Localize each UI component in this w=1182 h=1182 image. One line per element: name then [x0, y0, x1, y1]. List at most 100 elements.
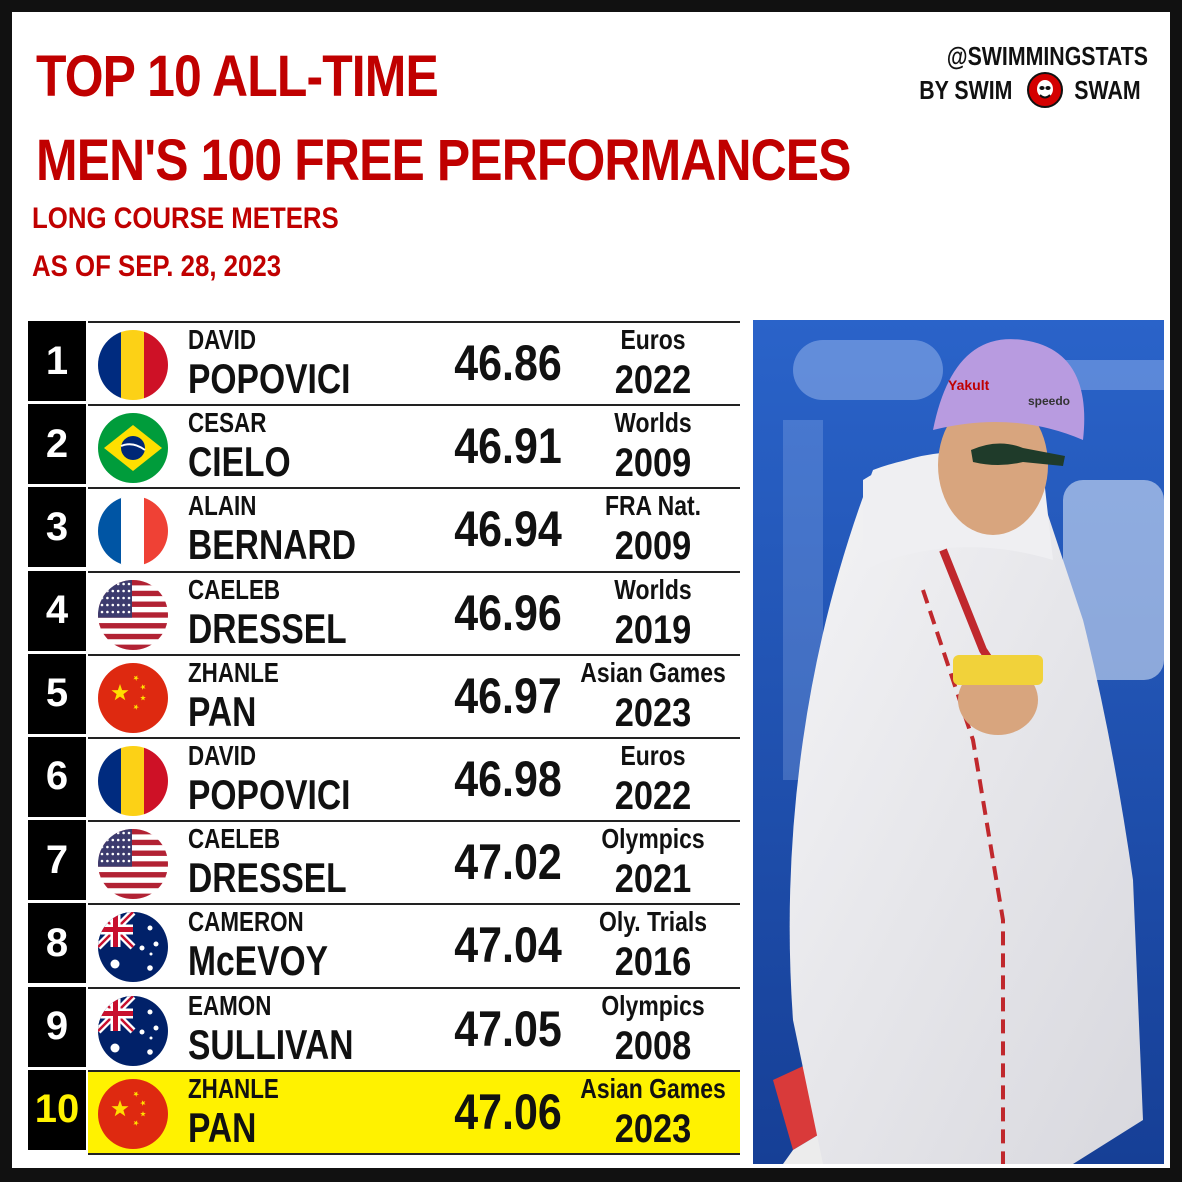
swimmer-first-name: DAVID	[188, 739, 257, 771]
meet-year: 2023	[614, 1106, 692, 1151]
table-row: 10 ZHANLE PAN 47.06 Asian Games 2023	[28, 1069, 740, 1153]
swim-time: 46.97	[454, 667, 562, 724]
row-body: ZHANLE PAN 46.97 Asian Games 2023	[88, 653, 740, 737]
rank-badge: 6	[28, 736, 86, 817]
swimmer-last-name: POPOVICI	[188, 770, 351, 818]
rank-badge: 1	[28, 321, 86, 401]
swimswam-logo-icon	[1027, 72, 1064, 108]
romania-flag-icon	[98, 330, 168, 400]
subtitle-date: AS OF SEP. 28, 2023	[32, 250, 282, 283]
table-row: 6 DAVID POPOVICI 46.98 Euros 2022	[28, 736, 740, 820]
meet-year: 2009	[614, 524, 692, 569]
france-flag-icon	[98, 496, 168, 567]
swim-time: 47.06	[454, 1083, 562, 1140]
meet-name: Asian Games	[580, 1072, 726, 1104]
meet-year: 2016	[614, 940, 692, 985]
cap-brand-text: speedo	[1028, 394, 1070, 408]
rank-badge: 8	[28, 903, 86, 984]
row-body: CAMERON McEVOY 47.04 Oly. Trials 2016	[88, 903, 740, 986]
row-body: CESAR CIELO 46.91 Worlds 2009	[88, 404, 740, 487]
swimmer-first-name: CAELEB	[188, 573, 281, 605]
cap-sponsor-text: Yakult	[948, 377, 990, 393]
swim-time: 46.96	[454, 584, 562, 641]
swimmer-last-name: McEVOY	[188, 937, 329, 985]
meet-year: 2008	[614, 1023, 692, 1068]
meet-year: 2021	[614, 857, 692, 902]
meet-name: Asian Games	[580, 656, 726, 688]
table-row: 3 ALAIN BERNARD 46.94 FRA Nat. 2009	[28, 487, 740, 570]
swimmer-last-name: SULLIVAN	[188, 1020, 354, 1068]
rank-badge: 9	[28, 986, 86, 1067]
swimmer-first-name: DAVID	[188, 324, 257, 355]
swimmer-first-name: EAMON	[188, 989, 272, 1021]
rank-badge: 10	[28, 1069, 86, 1150]
usa-flag-icon	[98, 829, 168, 900]
brand-block: @SWIMMINGSTATS BY SWIM SWAM	[888, 40, 1148, 108]
swim-time: 47.05	[454, 1000, 562, 1057]
swimmer-first-name: ZHANLE	[188, 1072, 279, 1104]
swim-time: 47.04	[454, 917, 562, 974]
rankings-table: 1 DAVID POPOVICI 46.86 Euros 2022 2 CESA…	[28, 321, 740, 1155]
meet-year: 2009	[614, 441, 692, 486]
romania-flag-icon	[98, 745, 168, 816]
meet-name: Euros	[620, 739, 686, 771]
meet-year: 2023	[614, 690, 692, 735]
rank-badge: 7	[28, 820, 86, 901]
swimmer-last-name: CIELO	[188, 438, 291, 486]
table-row: 5 ZHANLE PAN 46.97 Asian Games 2023	[28, 653, 740, 737]
subtitle-course: LONG COURSE METERS	[32, 202, 339, 235]
brand-byline: BY SWIM SWAM	[888, 72, 1148, 108]
swim-time: 46.98	[454, 750, 562, 807]
meet-name: Olympics	[601, 823, 705, 855]
meet-name: Euros	[620, 324, 686, 355]
table-row: 1 DAVID POPOVICI 46.86 Euros 2022	[28, 321, 740, 404]
row-body: DAVID POPOVICI 46.86 Euros 2022	[88, 321, 740, 404]
graphic-card: TOP 10 ALL-TIME MEN'S 100 FREE PERFORMAN…	[12, 12, 1170, 1168]
table-row: 4 CAELEB DRESSEL 46.96 Worlds 2019	[28, 570, 740, 654]
brand-by-left: BY SWIM	[919, 75, 1013, 105]
row-body: ZHANLE PAN 47.06 Asian Games 2023	[88, 1069, 740, 1153]
meet-name: Oly. Trials	[598, 906, 708, 938]
row-body: ALAIN BERNARD 46.94 FRA Nat. 2009	[88, 487, 740, 570]
meet-name: FRA Nat.	[604, 490, 702, 522]
swim-time: 46.91	[454, 418, 562, 475]
meet-name: Worlds	[614, 407, 692, 439]
china-flag-icon	[98, 1078, 168, 1149]
usa-flag-icon	[98, 579, 168, 650]
title-line-2: MEN'S 100 FREE PERFORMANCES	[36, 128, 851, 193]
table-row: 2 CESAR CIELO 46.91 Worlds 2009	[28, 404, 740, 487]
swimmer-last-name: DRESSEL	[188, 854, 347, 902]
swimmer-first-name: CAMERON	[188, 906, 304, 938]
table-row: 7 CAELEB DRESSEL 47.02 Olympics 2021	[28, 820, 740, 903]
brazil-flag-icon	[98, 413, 168, 484]
title-line-1: TOP 10 ALL-TIME	[36, 44, 439, 109]
swimmer-last-name: BERNARD	[188, 521, 356, 569]
row-body: EAMON SULLIVAN 47.05 Olympics 2008	[88, 986, 740, 1070]
swimmer-last-name: PAN	[188, 687, 257, 735]
row-body: CAELEB DRESSEL 46.96 Worlds 2019	[88, 570, 740, 654]
meet-year: 2022	[614, 773, 692, 818]
row-body: CAELEB DRESSEL 47.02 Olympics 2021	[88, 820, 740, 903]
swimmer-first-name: ZHANLE	[188, 656, 279, 688]
swim-time: 46.86	[454, 335, 562, 391]
rank-badge: 2	[28, 404, 86, 485]
row-body: DAVID POPOVICI 46.98 Euros 2022	[88, 736, 740, 820]
swim-time: 47.02	[454, 834, 562, 891]
table-row: 9 EAMON SULLIVAN 47.05 Olympics 2008	[28, 986, 740, 1070]
swimmer-last-name: POPOVICI	[188, 355, 351, 402]
rank-badge: 3	[28, 487, 86, 568]
swimmer-photo: Yakult speedo	[753, 320, 1164, 1164]
meet-year: 2022	[614, 358, 692, 402]
rank-badge: 4	[28, 570, 86, 651]
swimmer-last-name: PAN	[188, 1103, 257, 1151]
rank-badge: 5	[28, 653, 86, 734]
brand-by-right: SWAM	[1074, 75, 1141, 105]
table-row: 8 CAMERON McEVOY 47.04 Oly. Trials 2016	[28, 903, 740, 986]
meet-name: Worlds	[614, 573, 692, 605]
brand-handle: @SWIMMINGSTATS	[946, 41, 1148, 71]
meet-name: Olympics	[601, 989, 705, 1021]
swimmer-first-name: CESAR	[188, 407, 267, 439]
china-flag-icon	[98, 662, 168, 733]
table-bottom-divider	[88, 1153, 740, 1155]
